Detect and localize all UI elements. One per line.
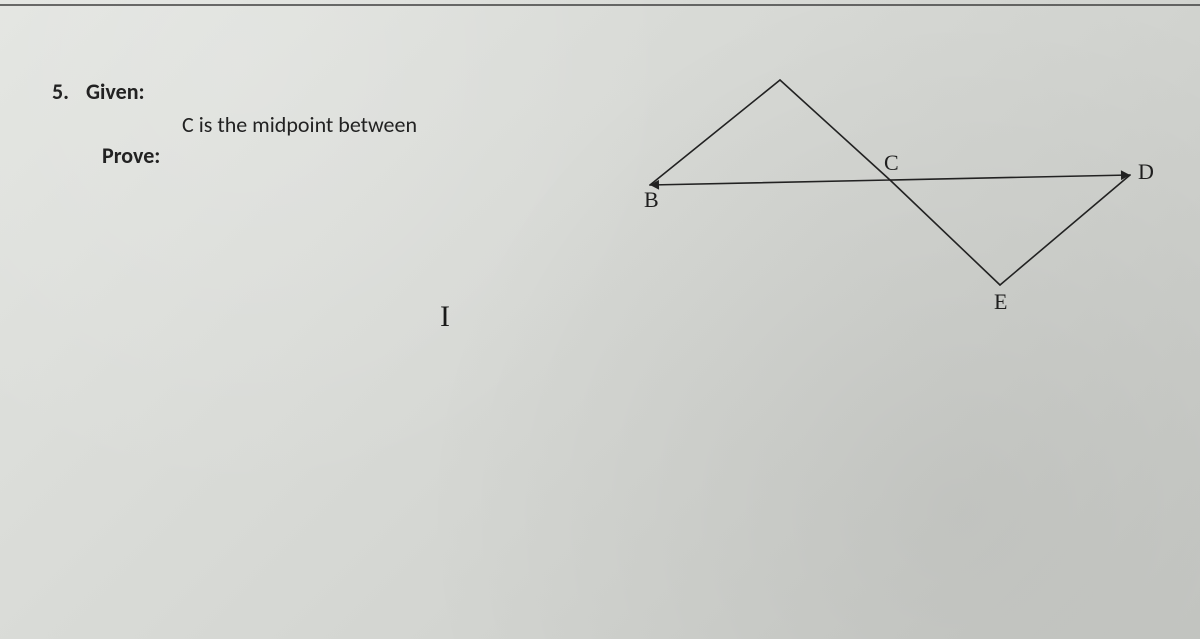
prove-row: Prove: <box>102 142 417 169</box>
given-label: Given: <box>86 78 145 105</box>
top-border-line <box>0 4 1200 6</box>
text-cursor: I <box>440 300 450 334</box>
geometry-diagram: B C D E <box>610 70 1170 330</box>
svg-text:B: B <box>644 187 659 212</box>
given-row: 5. Given: <box>52 78 417 105</box>
problem-text-block: 5. Given: C is the midpoint between Prov… <box>52 78 417 175</box>
diagram-svg: B C D E <box>610 70 1170 330</box>
diagram-labels: B C D E <box>644 150 1154 314</box>
given-text: C is the midpoint between <box>182 111 417 138</box>
problem-number: 5. <box>52 78 86 105</box>
diagram-segments <box>650 80 1130 285</box>
svg-text:E: E <box>994 289 1007 314</box>
svg-text:D: D <box>1138 159 1154 184</box>
prove-label: Prove: <box>102 142 160 169</box>
svg-text:C: C <box>884 150 899 175</box>
